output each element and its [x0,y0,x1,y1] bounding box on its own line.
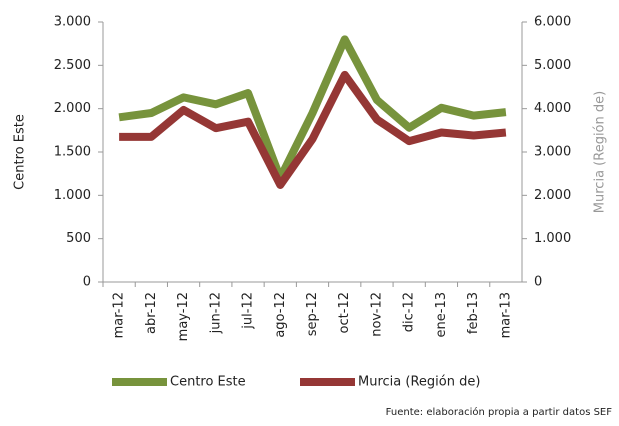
y2-tick-label: 5.000 [534,58,571,73]
y-tick-label: 2.000 [54,101,91,116]
x-tick-label: sep-12 [305,292,320,336]
x-tick-label: nov-12 [369,292,384,337]
x-tick-label: jul-12 [241,292,256,330]
x-tick-label: ago-12 [273,292,288,338]
y2-tick-label: 3.000 [534,145,571,160]
x-tick-label: jun-12 [208,292,223,334]
series-line [118,35,507,182]
y2-axis-label: Murcia (Región de) [593,91,608,213]
y2-tick-label: 6.000 [534,15,571,30]
y-tick-label: 500 [66,231,91,246]
y-tick-label: 1.000 [54,188,91,203]
y2-tick-label: 0 [534,275,542,290]
x-tick-label: feb-13 [466,292,481,334]
x-tick-label: ene-13 [434,292,449,337]
x-tick-label: oct-12 [337,292,352,333]
y-tick-label: 1.500 [54,145,91,160]
legend-label: Murcia (Región de) [358,375,480,390]
x-tick-label: may-12 [176,292,191,341]
x-tick-label: mar-13 [498,292,513,338]
y2-tick-label: 4.000 [534,101,571,116]
x-tick-label: abr-12 [144,292,159,334]
y-tick-label: 2.500 [54,58,91,73]
legend-label: Centro Este [170,375,246,390]
y-tick-label: 3.000 [54,15,91,30]
y-tick-label: 0 [83,275,91,290]
x-tick-label: mar-12 [112,292,127,338]
x-tick-label: dic-12 [402,292,417,332]
source-note: Fuente: elaboración propia a partir dato… [386,406,613,418]
y2-tick-label: 2.000 [534,188,571,203]
series-line [119,70,507,189]
y-axis-label: Centro Este [13,114,28,190]
y2-tick-label: 1.000 [534,231,571,246]
